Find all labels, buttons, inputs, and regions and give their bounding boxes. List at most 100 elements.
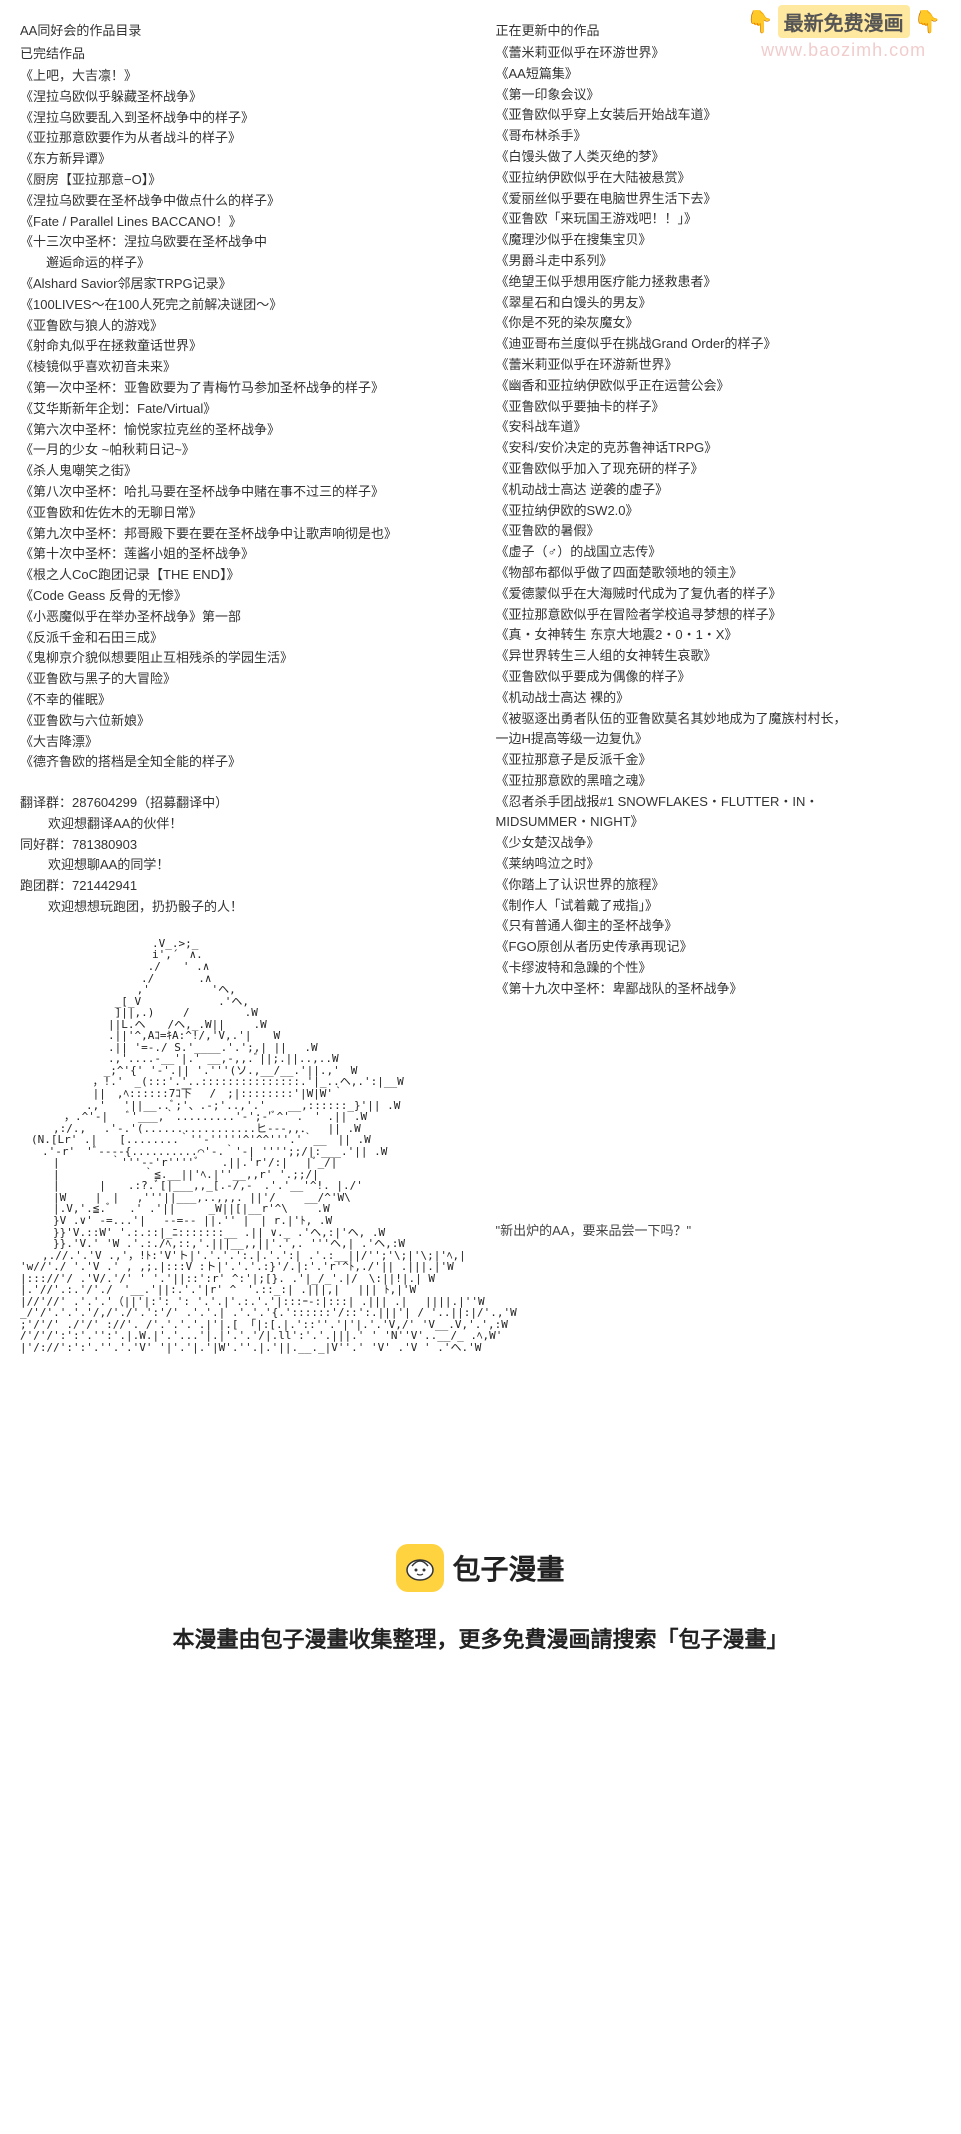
group-note: 欢迎想聊AA的同学！: [20, 855, 466, 876]
work-item: 《男爵斗走中系列》: [496, 251, 942, 272]
work-item: 《第十次中圣杯：莲酱小姐的圣杯战争》: [20, 544, 466, 565]
work-item: MIDSUMMER・NIGHT》: [496, 812, 942, 833]
work-item: 《亚鲁欧「来玩国王游戏吧！！」》: [496, 209, 942, 230]
right-column: 正在更新中的作品 《蕾米莉亚似乎在环游世界》《AA短篇集》《第一印象会议》《亚鲁…: [496, 20, 942, 1354]
work-item: 《只有普通人御主的圣杯战争》: [496, 916, 942, 937]
work-item: 《亚鲁欧似乎穿上女装后开始战车道》: [496, 105, 942, 126]
work-item: 一边H提高等级一边复仇》: [496, 729, 942, 750]
work-item: 《第一印象会议》: [496, 85, 942, 106]
work-item: 《亚鲁欧和佐佐木的无聊日常》: [20, 503, 466, 524]
work-item: 《亚拉纳伊欧的SW2.0》: [496, 501, 942, 522]
footer-logo-text: 包子漫畫: [452, 1548, 564, 1588]
work-item: 《涅拉乌欧要在圣杯战争中做点什么的样子》: [20, 191, 466, 212]
group-line: 跑团群：721442941: [20, 876, 466, 897]
work-item: 《上吧，大吉凛！》: [20, 66, 466, 87]
work-item: 《哥布林杀手》: [496, 126, 942, 147]
work-item: 《杀人鬼嘲笑之街》: [20, 461, 466, 482]
work-item: 《十三次中圣杯：涅拉乌欧要在圣杯战争中: [20, 232, 466, 253]
left-header: AA同好会的作品目录: [20, 20, 466, 39]
work-item: 《不幸的催眠》: [20, 690, 466, 711]
work-item: 《鬼柳京介貌似想要阻止互相残杀的学园生活》: [20, 648, 466, 669]
watermark-label: 最新免费漫画: [778, 5, 910, 38]
work-item: 《白馒头做了人类灭绝的梦》: [496, 147, 942, 168]
watermark-url: www.baozimh.com: [761, 40, 926, 61]
work-item: 《艾华斯新年企划：Fate/Virtual》: [20, 399, 466, 420]
work-item: 《亚拉那意欧要作为从者战斗的样子》: [20, 128, 466, 149]
footer: 包子漫畫 本漫畫由包子漫畫收集整理，更多免費漫画請搜索「包子漫畫」: [0, 1514, 961, 1714]
work-item: 《制作人「试着戴了戒指」》: [496, 896, 942, 917]
work-item: 《迪亚哥布兰度似乎在挑战Grand Order的样子》: [496, 334, 942, 355]
hand-icon-left: 👇: [746, 9, 773, 35]
group-line: 翻译群：287604299（招募翻译中）: [20, 793, 466, 814]
work-item: 《一月的少女 ~帕秋莉日记~》: [20, 440, 466, 461]
work-item: 《莱纳鸣泣之时》: [496, 854, 942, 875]
work-item: 《Code Geass 反骨的无惨》: [20, 586, 466, 607]
work-item: 《少女楚汉战争》: [496, 833, 942, 854]
work-item: 《第十九次中圣杯：卑鄙战队的圣杯战争》: [496, 979, 942, 1000]
work-item: 《虚子（♂）的战国立志传》: [496, 542, 942, 563]
work-item: 《翠星石和白馒头的男友》: [496, 293, 942, 314]
work-item: 《亚鲁欧与黑子的大冒险》: [20, 669, 466, 690]
work-item: 《100LIVES～在100人死完之前解决谜团～》: [20, 295, 466, 316]
work-item: 《你是不死的染灰魔女》: [496, 313, 942, 334]
work-item: 《爱德蒙似乎在大海贼时代成为了复仇者的样子》: [496, 584, 942, 605]
work-item: 《忍者杀手团战报#1 SNOWFLAKES・FLUTTER・IN・: [496, 792, 942, 813]
work-item: 《卡缪波特和急躁的个性》: [496, 958, 942, 979]
work-item: 《亚拉纳伊欧似乎在大陆被悬赏》: [496, 168, 942, 189]
work-item: 《异世界转生三人组的女神转生哀歌》: [496, 646, 942, 667]
work-item: 《亚鲁欧似乎要成为偶像的样子》: [496, 667, 942, 688]
bun-icon: [396, 1544, 444, 1592]
hand-icon-right: 👇: [914, 9, 941, 35]
work-item: 《厨房【亚拉那意−O】》: [20, 170, 466, 191]
watermark-top: 👇 最新免费漫画 👇: [746, 5, 941, 38]
work-item: 《魔理沙似乎在搜集宝贝》: [496, 230, 942, 251]
left-subheader: 已完结作品: [20, 43, 466, 62]
work-item: 《Alshard Savior邻居家TRPG记录》: [20, 274, 466, 295]
work-item: 《亚拉那意欧似乎在冒险者学校追寻梦想的样子》: [496, 605, 942, 626]
work-item: 《第八次中圣杯：哈扎马要在圣杯战争中赌在事不过三的样子》: [20, 482, 466, 503]
work-item: 《FGO原创从者历史传承再现记》: [496, 937, 942, 958]
work-item: 《AA短篇集》: [496, 64, 942, 85]
work-item: 《德齐鲁欧的搭档是全知全能的样子》: [20, 752, 466, 773]
work-item: 《蕾米莉亚似乎在环游新世界》: [496, 355, 942, 376]
updating-works-list: 《蕾米莉亚似乎在环游世界》《AA短篇集》《第一印象会议》《亚鲁欧似乎穿上女装后开…: [496, 43, 942, 1000]
work-item: 邂逅命运的样子》: [20, 253, 466, 274]
work-item: 《安科/安价决定的克苏鲁神话TRPG》: [496, 438, 942, 459]
work-item: 《绝望王似乎想用医疗能力拯救患者》: [496, 272, 942, 293]
work-item: 《涅拉乌欧要乱入到圣杯战争中的样子》: [20, 108, 466, 129]
work-item: 《亚鲁欧与六位新娘》: [20, 711, 466, 732]
work-item: 《第九次中圣杯：邦哥殿下要在要在圣杯战争中让歌声响彻是也》: [20, 524, 466, 545]
group-line: 同好群：781380903: [20, 835, 466, 856]
work-item: 《亚鲁欧似乎加入了现充研的样子》: [496, 459, 942, 480]
watermark-banner: 👇 最新免费漫画 👇 www.baozimh.com: [746, 5, 941, 61]
work-item: 《亚鲁欧的暑假》: [496, 521, 942, 542]
group-note: 欢迎想想玩跑团，扔扔骰子的人！: [20, 897, 466, 918]
completed-works-list: 《上吧，大吉凛！》《涅拉乌欧似乎躲藏圣杯战争》《涅拉乌欧要乱入到圣杯战争中的样子…: [20, 66, 466, 773]
work-item: 《亚鲁欧与狼人的游戏》: [20, 316, 466, 337]
work-item: 《你踏上了认识世界的旅程》: [496, 875, 942, 896]
left-column: AA同好会的作品目录 已完结作品 《上吧，大吉凛！》《涅拉乌欧似乎躲藏圣杯战争》…: [20, 20, 466, 1354]
work-item: 《物部布都似乎做了四面楚歌领地的领主》: [496, 563, 942, 584]
work-item: 《第一次中圣杯：亚鲁欧要为了青梅竹马参加圣杯战争的样子》: [20, 378, 466, 399]
work-item: 《安科战车道》: [496, 417, 942, 438]
work-item: 《幽香和亚拉纳伊欧似乎正在运营公会》: [496, 376, 942, 397]
work-item: 《射命丸似乎在拯救童话世界》: [20, 336, 466, 357]
work-item: 《棱镜似乎喜欢初音未来》: [20, 357, 466, 378]
work-item: 《Fate / Parallel Lines BACCANO！》: [20, 212, 466, 233]
work-item: 《根之人CoC跑团记录【THE END】》: [20, 565, 466, 586]
work-item: 《东方新异谭》: [20, 149, 466, 170]
work-item: 《第六次中圣杯：愉悦家拉克丝的圣杯战争》: [20, 420, 466, 441]
work-item: 《涅拉乌欧似乎躲藏圣杯战争》: [20, 87, 466, 108]
work-item: 《机动战士高达 逆袭的虚子》: [496, 480, 942, 501]
work-item: 《被驱逐出勇者队伍的亚鲁欧莫名其妙地成为了魔族村村长，: [496, 709, 942, 730]
work-item: 《亚拉那意子是反派千金》: [496, 750, 942, 771]
work-item: 《亚拉那意欧的黑暗之魂》: [496, 771, 942, 792]
footer-logo: 包子漫畫: [396, 1544, 564, 1592]
work-item: 《机动战士高达 裸的》: [496, 688, 942, 709]
work-item: 《大吉降漂》: [20, 732, 466, 753]
quote-text: "新出炉的AA，要来品尝一下吗？": [496, 1220, 942, 1239]
work-item: 《爱丽丝似乎要在电脑世界生活下去》: [496, 189, 942, 210]
ascii-art: .V_.>;_ i',´ ∧. ./ ' .∧ ./ .∧ ,' 'ヘ, _[_…: [20, 938, 466, 1354]
work-item: 《亚鲁欧似乎要抽卡的样子》: [496, 397, 942, 418]
footer-text: 本漫畫由包子漫畫收集整理，更多免費漫画請搜索「包子漫畫」: [0, 1622, 961, 1654]
